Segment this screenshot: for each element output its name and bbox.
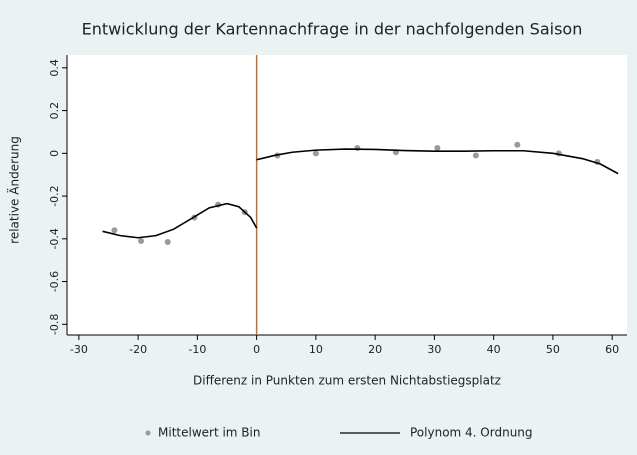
point (138, 237, 145, 244)
plot-area (67, 55, 627, 335)
x-tick-label: 10 (309, 343, 323, 356)
y-tick-label: 0 (48, 150, 61, 157)
y-tick-label: -0.6 (48, 271, 61, 292)
x-tick-label: 0 (253, 343, 260, 356)
legend-label: Polynom 4. Ordnung (410, 426, 533, 440)
point (472, 152, 479, 159)
chart-title: Entwicklung der Kartennachfrage in der n… (82, 20, 583, 39)
point (312, 150, 319, 157)
point (434, 144, 441, 151)
point (514, 141, 521, 148)
x-tick-label: -10 (188, 343, 206, 356)
y-tick-label: 0.2 (48, 102, 61, 120)
x-tick-label: -30 (70, 343, 88, 356)
x-tick-label: 20 (368, 343, 382, 356)
y-tick-label: -0.2 (48, 185, 61, 206)
legend-label: Mittelwert im Bin (158, 426, 260, 440)
y-tick-label: -0.8 (48, 314, 61, 335)
point (354, 144, 361, 151)
fit-line (102, 148, 619, 239)
y-axis-title: relative Änderung (7, 136, 22, 244)
point (111, 227, 118, 234)
x-tick-label: 40 (487, 343, 501, 356)
x-tick-label: 30 (427, 343, 441, 356)
y-tick-label: 0.4 (48, 59, 61, 77)
x-axis-title: Differenz in Punkten zum ersten Nichtabs… (193, 374, 501, 388)
x-tick-label: -20 (129, 343, 147, 356)
x-tick-label: 50 (546, 343, 560, 356)
point (164, 239, 171, 246)
y-tick-label: -0.4 (48, 228, 61, 249)
legend-marker (145, 430, 151, 436)
x-tick-label: 60 (605, 343, 619, 356)
